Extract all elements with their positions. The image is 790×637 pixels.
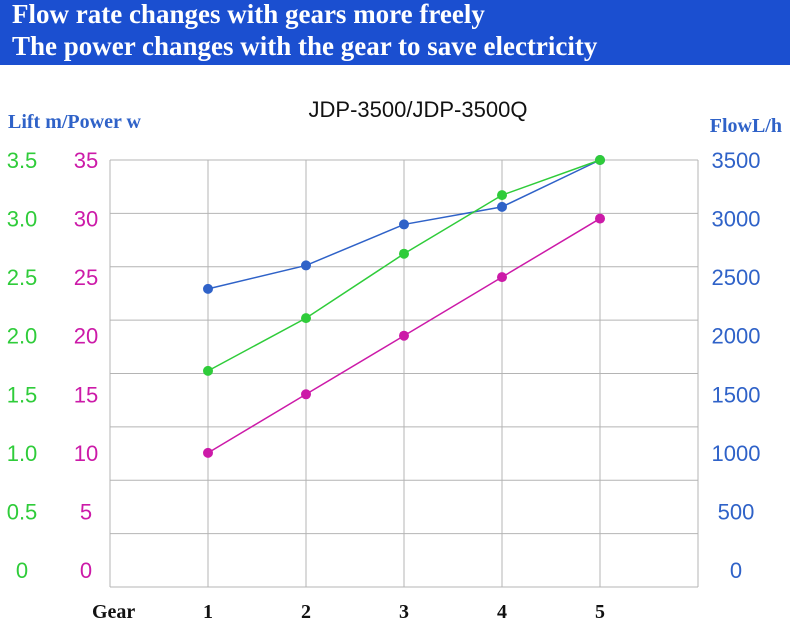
- power-tick-label: 35: [74, 148, 98, 173]
- gear-tick-label: 1: [203, 601, 213, 623]
- gear-tick-label: 4: [497, 601, 507, 623]
- lift-tick-label: 1.5: [7, 382, 38, 407]
- flow-data-point: [301, 260, 311, 271]
- flow-data-point: [497, 201, 507, 212]
- pump-performance-chart: JDP-3500/JDP-3500Q Lift m/Power w FlowL/…: [7, 97, 782, 623]
- flow-tick-label: 2500: [712, 265, 761, 290]
- banner-line-2: The power changes with the gear to save …: [12, 31, 598, 61]
- lift-data-point: [399, 248, 409, 259]
- flow-tick-label: 1500: [712, 382, 761, 407]
- flow-data-point: [399, 219, 409, 230]
- lift-tick-label: 0.5: [7, 499, 38, 524]
- power-data-point: [203, 447, 213, 458]
- header-banner: Flow rate changes with gears more freely…: [0, 0, 790, 65]
- power-data-point: [497, 272, 507, 283]
- flow-tick-label: 2000: [712, 324, 761, 349]
- lift-tick-label: 2.5: [7, 265, 38, 290]
- flow-tick-label: 3000: [712, 207, 761, 232]
- power-tick-label: 30: [74, 207, 98, 232]
- lift-data-point: [301, 313, 311, 324]
- gear-tick-label: 5: [595, 601, 605, 623]
- chart-title: JDP-3500/JDP-3500Q: [309, 97, 528, 122]
- banner-line-1: Flow rate changes with gears more freely: [12, 0, 485, 29]
- flow-tick-label: 1000: [712, 441, 761, 466]
- flow-tick-label: 3500: [712, 148, 761, 173]
- lift-data-point: [203, 365, 213, 376]
- power-data-point: [399, 330, 409, 341]
- gear-tick-label: 2: [301, 601, 311, 623]
- power-tick-label: 5: [80, 499, 92, 524]
- left-axis-label: Lift m/Power w: [8, 111, 141, 133]
- flow-data-point: [203, 283, 213, 294]
- power-tick-label: 25: [74, 265, 98, 290]
- gear-tick-label: 3: [399, 601, 409, 623]
- power-tick-label: 10: [74, 441, 98, 466]
- power-tick-label: 20: [74, 324, 98, 349]
- flow-tick-label: 0: [730, 558, 742, 583]
- lift-tick-label: 3.0: [7, 207, 38, 232]
- lift-tick-label: 2.0: [7, 324, 38, 349]
- right-axis-label: FlowL/h: [710, 115, 782, 137]
- lift-tick-label: 0: [16, 558, 28, 583]
- power-tick-label: 15: [74, 382, 98, 407]
- lift-tick-label: 3.5: [7, 148, 38, 173]
- power-tick-label: 0: [80, 558, 92, 583]
- lift-tick-label: 1.0: [7, 441, 38, 466]
- lift-data-point: [497, 190, 507, 201]
- flow-tick-label: 500: [718, 499, 755, 524]
- power-data-point: [595, 213, 605, 224]
- power-data-point: [301, 389, 311, 400]
- lift-data-point: [595, 155, 605, 165]
- x-axis-label: Gear: [92, 601, 135, 623]
